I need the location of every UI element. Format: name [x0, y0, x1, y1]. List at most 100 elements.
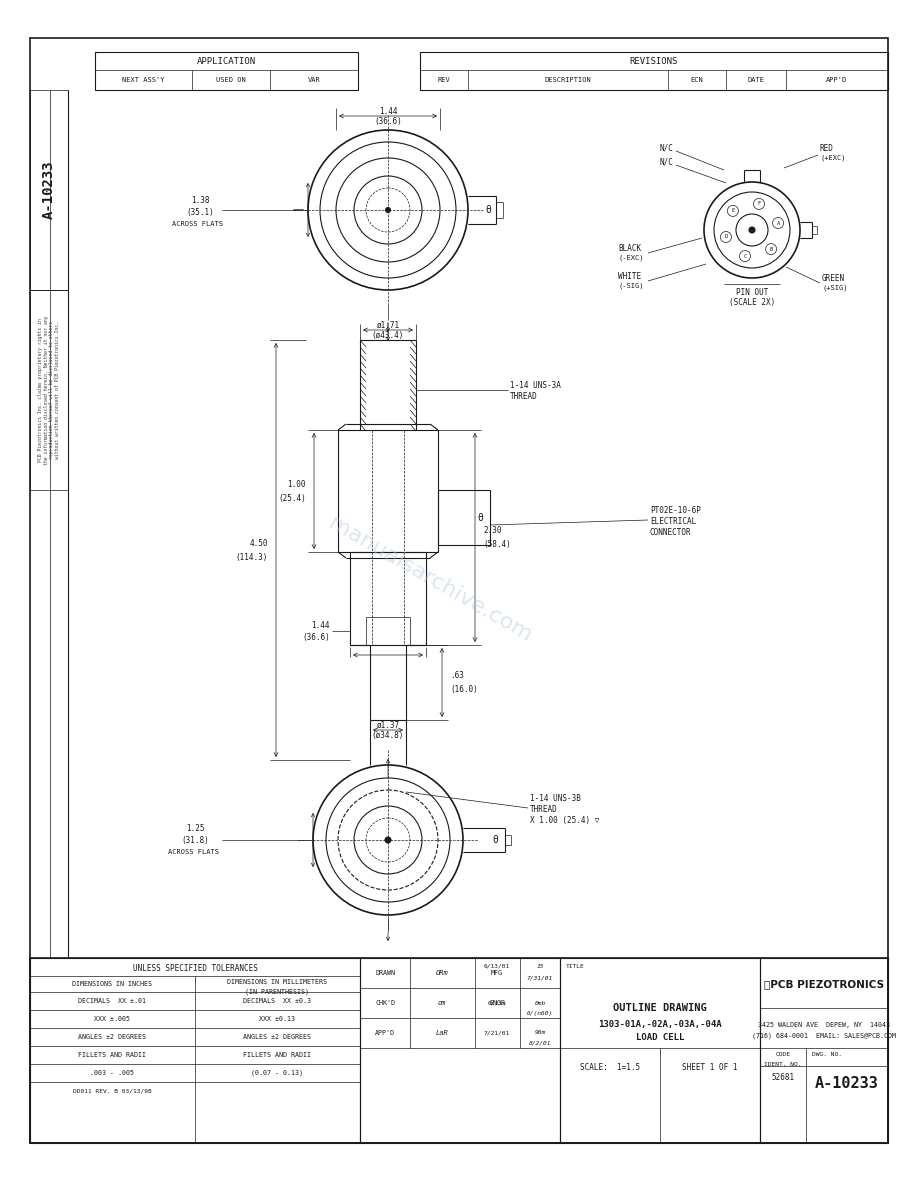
Text: 1.44: 1.44: [379, 106, 397, 116]
Text: A-10233: A-10233: [42, 161, 56, 219]
Text: ANGLES ±2 DEGREES: ANGLES ±2 DEGREES: [243, 1034, 311, 1040]
Text: θ: θ: [492, 835, 498, 845]
Text: APP'D: APP'D: [826, 77, 847, 83]
Text: IDENT. NO.: IDENT. NO.: [765, 1062, 801, 1067]
Text: om: om: [438, 1000, 446, 1006]
Text: DWG. NO.: DWG. NO.: [812, 1053, 842, 1058]
Text: DATE: DATE: [747, 77, 765, 83]
Text: DECIMALS  XX ±.01: DECIMALS XX ±.01: [78, 998, 146, 1004]
Circle shape: [773, 218, 784, 228]
Text: N/C: N/C: [660, 143, 674, 153]
Text: ø1.71: ø1.71: [376, 321, 399, 330]
Text: 6/13a: 6/13a: [487, 1001, 507, 1006]
Text: (SCALE 2X): (SCALE 2X): [729, 297, 775, 306]
Text: (0.07 - 0.13): (0.07 - 0.13): [251, 1069, 303, 1077]
Text: REV: REV: [438, 77, 451, 83]
Text: FILLETS AND RADII: FILLETS AND RADII: [78, 1052, 146, 1058]
Text: USED ON: USED ON: [216, 77, 246, 83]
Text: UNLESS SPECIFIED TOLERANCES: UNLESS SPECIFIED TOLERANCES: [132, 963, 257, 972]
Text: PT02E-10-6P: PT02E-10-6P: [650, 505, 700, 515]
Text: θ: θ: [477, 512, 483, 523]
Text: X 1.00 (25.4) ▽: X 1.00 (25.4) ▽: [530, 815, 599, 825]
Text: LaR: LaR: [436, 1030, 448, 1036]
Text: F: F: [757, 201, 761, 206]
Text: θ: θ: [485, 205, 491, 215]
Circle shape: [766, 244, 777, 254]
Text: ACROSS FLATS: ACROSS FLATS: [167, 849, 218, 855]
Text: ECN: ECN: [690, 77, 703, 83]
Text: DIMENSIONS IN INCHES: DIMENSIONS IN INCHES: [72, 981, 152, 987]
Text: (+EXC): (+EXC): [820, 155, 845, 161]
Bar: [560, 958, 760, 1143]
Text: XXX ±0.13: XXX ±0.13: [259, 1016, 295, 1022]
Circle shape: [721, 232, 732, 243]
Text: DECIMALS  XX ±0.3: DECIMALS XX ±0.3: [243, 998, 311, 1004]
Text: THREAD: THREAD: [530, 804, 558, 814]
Bar: [366, 618, 410, 645]
Text: TITLE: TITLE: [566, 964, 585, 969]
Text: 3425 WALDEN AVE  DEPEW, NY  14043: 3425 WALDEN AVE DEPEW, NY 14043: [758, 1022, 890, 1028]
Text: SHEET 1 OF 1: SHEET 1 OF 1: [682, 1064, 738, 1073]
Text: 15: 15: [536, 963, 543, 969]
Text: (31.8): (31.8): [181, 835, 209, 845]
Text: (ø43.4): (ø43.4): [372, 330, 404, 340]
Text: D: D: [724, 234, 728, 239]
Text: 7/21/01: 7/21/01: [484, 1030, 510, 1035]
Text: (58.4): (58.4): [483, 539, 510, 549]
Bar: [30, 958, 360, 1143]
Text: DESCRIPTION: DESCRIPTION: [544, 77, 591, 83]
Text: FILLETS AND RADII: FILLETS AND RADII: [243, 1052, 311, 1058]
Text: (-SIG): (-SIG): [618, 283, 644, 290]
Text: (16.0): (16.0): [450, 685, 477, 694]
Text: (114.3): (114.3): [236, 552, 268, 562]
Text: 1.38: 1.38: [191, 195, 209, 205]
Text: (36.6): (36.6): [302, 633, 330, 641]
Text: PCB Piezotronics Inc. claims proprietary rights in
the information disclosed her: PCB Piezotronics Inc. claims proprietary…: [38, 315, 61, 465]
Text: ACROSS FLATS: ACROSS FLATS: [173, 221, 223, 227]
Circle shape: [754, 199, 765, 209]
Text: DIMENSIONS IN MILLIMETERS: DIMENSIONS IN MILLIMETERS: [227, 980, 327, 985]
Text: SCALE:  1=1.5: SCALE: 1=1.5: [580, 1064, 640, 1073]
Bar: [420, 52, 888, 90]
Text: 1-14 UNS-3A: 1-14 UNS-3A: [510, 381, 561, 389]
Text: APP'D: APP'D: [375, 1030, 395, 1036]
Text: RED: RED: [820, 143, 834, 153]
Text: LOAD CELL: LOAD CELL: [636, 1034, 684, 1042]
Text: A-10233: A-10233: [815, 1075, 879, 1091]
Text: 52681: 52681: [771, 1073, 795, 1082]
Circle shape: [386, 207, 390, 213]
Text: A: A: [777, 220, 779, 226]
Text: 1.25: 1.25: [185, 823, 204, 833]
Text: ANGLES ±2 DEGREES: ANGLES ±2 DEGREES: [78, 1034, 146, 1040]
Text: 90m: 90m: [534, 1030, 545, 1035]
Text: BLACK: BLACK: [618, 244, 641, 252]
Text: ELECTRICAL: ELECTRICAL: [650, 517, 696, 525]
Text: NEXT ASS'Y: NEXT ASS'Y: [122, 77, 164, 83]
Text: 7/31/01: 7/31/01: [527, 976, 554, 981]
Bar: [30, 90, 68, 290]
Text: XXX ±.005: XXX ±.005: [94, 1016, 130, 1022]
Text: (IN PARENTHESIS): (IN PARENTHESIS): [245, 989, 309, 995]
Circle shape: [740, 251, 751, 261]
Text: (35.1): (35.1): [186, 207, 214, 216]
Text: 1-14 UNS-3B: 1-14 UNS-3B: [530, 794, 581, 802]
Text: REVISIONS: REVISIONS: [630, 57, 678, 65]
Text: ⒸPCB PIEZOTRONICS: ⒸPCB PIEZOTRONICS: [764, 980, 884, 989]
Text: CODE: CODE: [776, 1053, 790, 1058]
Text: (+SIG): (+SIG): [822, 285, 847, 291]
Text: B: B: [769, 246, 773, 252]
Text: ORm: ORm: [436, 970, 448, 976]
Text: 1.44: 1.44: [311, 621, 330, 629]
Text: 8/2/01: 8/2/01: [529, 1041, 551, 1046]
Text: DRAWN: DRAWN: [375, 970, 395, 976]
Bar: [360, 958, 560, 1143]
Circle shape: [749, 227, 755, 233]
Text: THREAD: THREAD: [510, 392, 538, 401]
Bar: [95, 52, 358, 90]
Bar: [760, 958, 888, 1143]
Text: (ø34.8): (ø34.8): [372, 730, 404, 739]
Text: 4.50: 4.50: [250, 538, 268, 548]
Text: 6/13/01: 6/13/01: [484, 963, 510, 969]
Text: CHK'D: CHK'D: [375, 1000, 395, 1006]
Text: 2.30: 2.30: [483, 526, 501, 535]
